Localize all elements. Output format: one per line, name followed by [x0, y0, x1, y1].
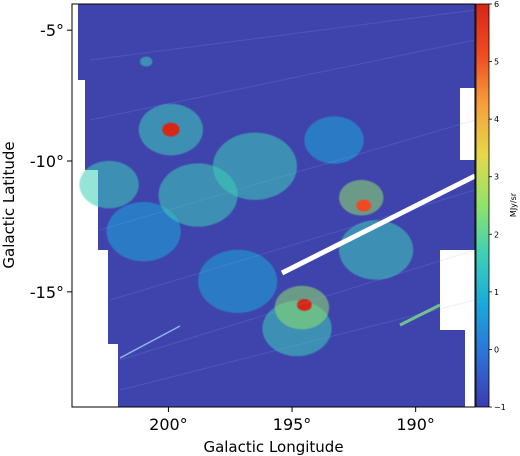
x-axis-label: Galactic Longitude [203, 438, 343, 456]
emission-feature [139, 56, 153, 67]
emission-feature [339, 220, 414, 280]
x-tick-label: 200° [149, 415, 188, 434]
emission-feature [162, 122, 180, 137]
scan-artifact-line [119, 325, 181, 359]
y-tick-label: -10° [30, 152, 64, 171]
emission-feature [158, 163, 238, 227]
colorbar-tick-label: 5 [494, 58, 499, 67]
x-tick-label: 195° [273, 415, 312, 434]
emission-feature [296, 299, 312, 311]
emission-feature [339, 179, 384, 216]
x-tick-label: 190° [396, 415, 435, 434]
colorbar-tick-label: 0 [494, 345, 499, 354]
y-axis: -5° -10° -15° [30, 21, 72, 302]
emission-feature [356, 199, 372, 212]
colorbar: −1 0 1 2 3 4 5 6 MJy/sr [475, 0, 518, 412]
emission-feature [198, 249, 278, 314]
colorbar-tick-label: 1 [494, 288, 499, 297]
colorbar-label: MJy/sr [509, 192, 518, 217]
x-axis: 200° 195° 190° [149, 407, 435, 434]
intensity-map [78, 4, 475, 407]
colorbar-tick-label: −1 [494, 403, 506, 412]
colorbar-gradient [475, 3, 490, 408]
y-tick-label: -5° [40, 21, 64, 40]
colorbar-tick-label: 4 [494, 115, 499, 124]
emission-feature [106, 202, 181, 262]
colorbar-tick-label: 2 [494, 230, 499, 239]
y-axis-label: Galactic Latitude [0, 141, 18, 268]
colorbar-tick-label: 6 [494, 0, 499, 9]
colorbar-tick-label: 3 [494, 173, 499, 182]
scan-artifact-line [399, 303, 441, 327]
plot-frame [71, 3, 476, 408]
scan-streaks [89, 9, 475, 391]
scan-gap-stripe [280, 173, 475, 276]
emission-feature [79, 160, 139, 209]
y-tick-label: -15° [30, 283, 64, 302]
emission-feature [304, 116, 364, 164]
